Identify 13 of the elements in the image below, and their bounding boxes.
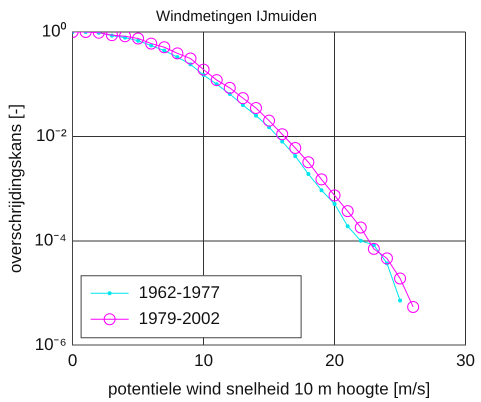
legend-label: 1979-2002	[138, 308, 220, 328]
legend-label: 1962-1977	[138, 282, 220, 302]
x-tick-label: 10	[194, 351, 214, 370]
y-tick-label: 10⁻²	[36, 126, 67, 146]
y-tick-label: 10⁻⁴	[34, 230, 67, 250]
y-axis-title: overschrijdingskans [-]	[6, 104, 25, 274]
x-tick-label: 30	[456, 351, 476, 370]
x-axis-title: potentiele wind snelheid 10 m hoogte [m/s]	[108, 379, 430, 398]
chart-title: Windmetingen IJmuiden	[156, 8, 317, 26]
x-tick-label: 20	[325, 351, 344, 370]
x-tick-label: 0	[68, 351, 78, 370]
y-tick-label: 10⁰	[42, 22, 67, 41]
y-tick-label: 10⁻⁶	[34, 334, 67, 354]
